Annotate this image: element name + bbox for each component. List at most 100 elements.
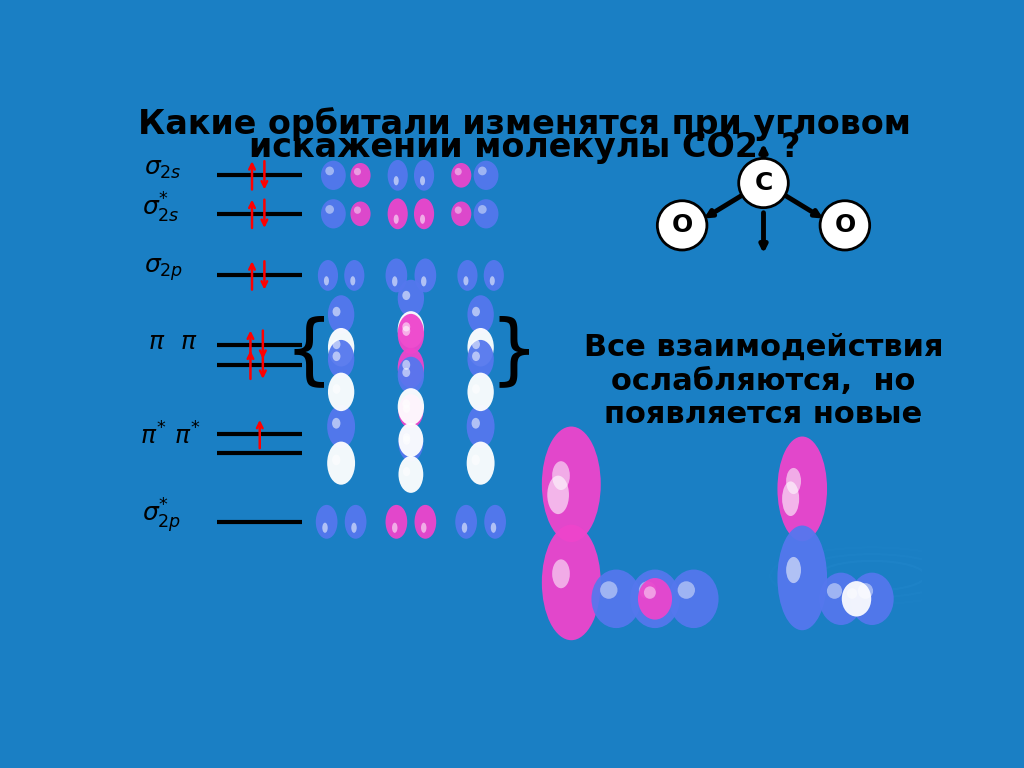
Ellipse shape [328, 405, 355, 448]
Ellipse shape [847, 588, 857, 599]
Ellipse shape [455, 207, 462, 214]
Ellipse shape [328, 442, 355, 485]
Text: Все взаимодействия
ослабляются,  но
появляется новые: Все взаимодействия ослабляются, но появл… [584, 333, 943, 429]
Ellipse shape [388, 198, 408, 229]
Ellipse shape [393, 176, 398, 185]
Ellipse shape [398, 456, 423, 493]
Ellipse shape [398, 425, 423, 462]
Ellipse shape [324, 276, 329, 286]
Ellipse shape [420, 214, 425, 223]
Ellipse shape [472, 384, 480, 394]
Ellipse shape [326, 205, 334, 214]
Ellipse shape [415, 505, 436, 539]
Ellipse shape [483, 260, 504, 291]
Ellipse shape [398, 423, 423, 457]
Ellipse shape [321, 161, 346, 190]
Text: С: С [755, 171, 773, 195]
Text: $\sigma_{2p}$: $\sigma_{2p}$ [143, 256, 183, 283]
Ellipse shape [328, 295, 354, 334]
Ellipse shape [467, 372, 494, 411]
Ellipse shape [402, 399, 411, 409]
Text: {: { [285, 316, 333, 389]
Ellipse shape [858, 583, 873, 599]
Ellipse shape [472, 339, 480, 349]
Ellipse shape [385, 259, 408, 293]
Ellipse shape [472, 306, 480, 316]
Ellipse shape [402, 433, 411, 442]
Ellipse shape [402, 360, 411, 370]
Ellipse shape [345, 505, 367, 539]
Ellipse shape [421, 523, 426, 533]
Ellipse shape [414, 198, 434, 229]
Text: $\sigma_{2s}$: $\sigma_{2s}$ [143, 157, 181, 181]
Ellipse shape [819, 573, 862, 625]
Ellipse shape [455, 168, 462, 175]
Ellipse shape [326, 167, 334, 175]
Ellipse shape [402, 467, 411, 476]
Ellipse shape [397, 314, 424, 354]
Ellipse shape [323, 523, 328, 533]
Ellipse shape [452, 201, 471, 226]
Ellipse shape [600, 581, 617, 599]
Ellipse shape [777, 436, 827, 541]
Ellipse shape [402, 291, 411, 300]
Ellipse shape [467, 328, 494, 366]
Ellipse shape [350, 276, 355, 286]
Ellipse shape [452, 163, 471, 187]
Ellipse shape [490, 523, 497, 533]
Ellipse shape [333, 339, 340, 349]
Ellipse shape [462, 523, 467, 533]
Ellipse shape [542, 525, 601, 641]
Ellipse shape [354, 207, 361, 214]
Ellipse shape [467, 340, 494, 379]
Ellipse shape [397, 388, 424, 425]
Ellipse shape [842, 581, 871, 617]
Ellipse shape [328, 340, 354, 379]
Ellipse shape [333, 384, 340, 394]
Ellipse shape [478, 205, 486, 214]
Ellipse shape [398, 394, 423, 428]
Ellipse shape [474, 199, 499, 228]
Ellipse shape [472, 418, 480, 429]
Ellipse shape [630, 570, 680, 628]
Ellipse shape [333, 352, 340, 361]
Ellipse shape [332, 418, 340, 429]
Ellipse shape [421, 276, 426, 286]
Ellipse shape [552, 559, 569, 588]
Ellipse shape [354, 168, 361, 175]
Ellipse shape [397, 356, 424, 394]
Circle shape [738, 158, 788, 207]
Ellipse shape [639, 581, 656, 599]
Ellipse shape [552, 461, 569, 490]
Ellipse shape [402, 405, 411, 413]
Text: О: О [672, 214, 693, 237]
Ellipse shape [786, 468, 801, 494]
Ellipse shape [397, 348, 424, 388]
Ellipse shape [388, 160, 408, 190]
Ellipse shape [317, 260, 338, 291]
Text: }: } [489, 316, 539, 389]
Ellipse shape [315, 505, 338, 539]
Ellipse shape [458, 260, 477, 291]
Ellipse shape [397, 311, 424, 348]
Ellipse shape [385, 505, 408, 539]
Text: $\pi^{*}$ $\pi^{*}$: $\pi^{*}$ $\pi^{*}$ [140, 422, 201, 449]
Ellipse shape [402, 323, 411, 332]
Ellipse shape [464, 276, 468, 286]
Circle shape [820, 200, 869, 250]
Text: О: О [835, 214, 855, 237]
Ellipse shape [467, 405, 495, 448]
Ellipse shape [402, 326, 411, 336]
Ellipse shape [392, 276, 397, 286]
Ellipse shape [542, 426, 601, 542]
Ellipse shape [472, 352, 480, 361]
Ellipse shape [669, 570, 719, 628]
Ellipse shape [393, 214, 398, 223]
Ellipse shape [484, 505, 506, 539]
Ellipse shape [397, 280, 424, 316]
Text: $\sigma_{2p}^{*}$: $\sigma_{2p}^{*}$ [142, 496, 181, 535]
Ellipse shape [478, 167, 486, 175]
Ellipse shape [420, 176, 425, 185]
Ellipse shape [350, 163, 371, 187]
Ellipse shape [592, 570, 641, 628]
